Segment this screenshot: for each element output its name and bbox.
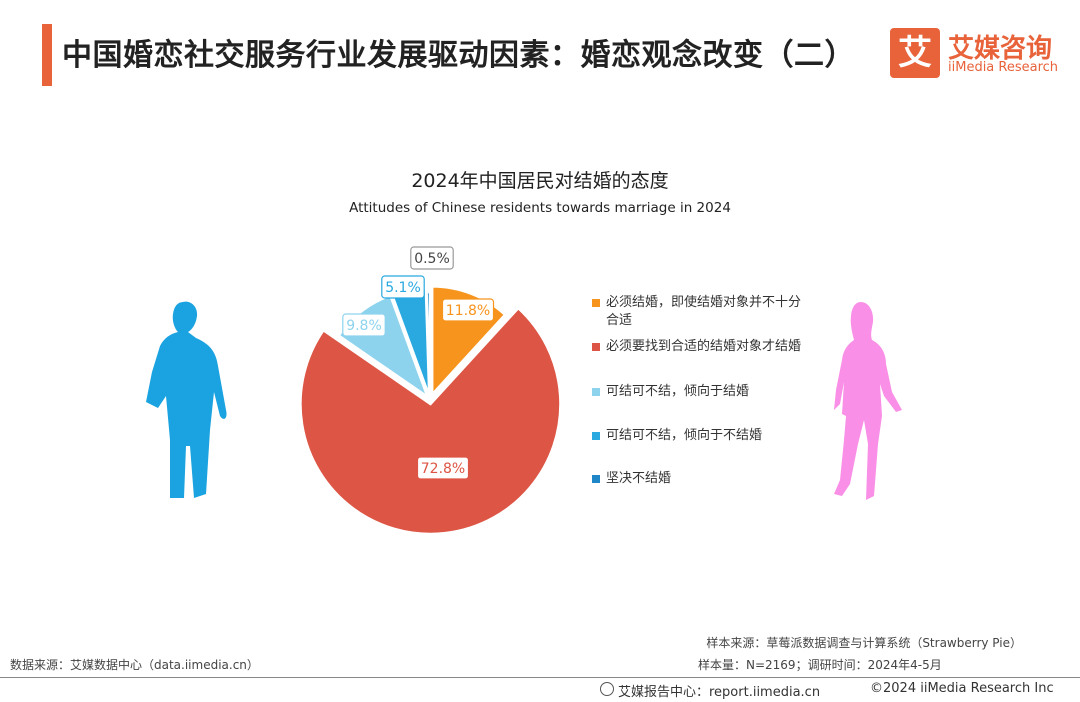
data-label-box (410, 246, 454, 270)
data-label: 11.8% (446, 303, 490, 319)
legend-label: 必须结婚，即使结婚对象并不十分合适 (606, 295, 802, 328)
data-label: 72.8% (421, 461, 465, 477)
globe-icon (600, 682, 614, 696)
data-label: 9.8% (346, 318, 382, 334)
legend-label: 可结可不结，倾向于不结婚 (606, 428, 763, 443)
sample-source: 样本来源：草莓派数据调查与计算系统（Strawberry Pie） (706, 636, 1022, 650)
footer-divider (0, 677, 1080, 678)
data-label-box (342, 313, 386, 337)
data-label-box (441, 298, 495, 322)
iimedia-logo: 艾 艾媒咨询 iiMedia Research (890, 28, 1060, 82)
legend-swatch (592, 299, 600, 307)
page-title: 中国婚恋社交服务行业发展驱动因素：婚恋观念改变（二） (62, 38, 855, 73)
female-silhouette-icon (834, 302, 902, 500)
data-label: 0.5% (414, 251, 450, 267)
legend-label: 可结可不结，倾向于结婚 (606, 384, 750, 399)
logo-cn-text: 艾媒咨询 (948, 34, 1053, 64)
data-label-box (381, 275, 425, 299)
male-silhouette-icon (146, 301, 227, 498)
chart-title: 2024年中国居民对结婚的态度 (411, 170, 669, 192)
sample-info: 样本量：N=2169；调研时间：2024年4-5月 (698, 658, 942, 672)
data-label: 5.1% (385, 280, 421, 296)
pie-slice (425, 290, 432, 401)
legend-swatch (592, 432, 600, 440)
legend-label: 必须要找到合适的结婚对象才结婚 (606, 339, 802, 354)
legend-swatch (592, 388, 600, 396)
title-accent-bar (42, 24, 52, 86)
footer-copyright: ©2024 iiMedia Research Inc (870, 681, 1054, 696)
chart-subtitle: Attitudes of Chinese residents towards m… (349, 200, 731, 216)
footer-brand: 艾媒报告中心：report.iimedia.cn (618, 685, 821, 700)
logo-en-text: iiMedia Research (948, 60, 1059, 75)
legend-swatch (592, 475, 600, 483)
data-source: 数据来源：艾媒数据中心（data.iimedia.cn） (10, 658, 259, 672)
legend-swatch (592, 343, 600, 351)
data-label-box (416, 456, 470, 480)
legend-label: 坚决不结婚 (606, 471, 672, 486)
logo-mark: 艾 (890, 28, 940, 78)
pie-slice (299, 306, 562, 536)
